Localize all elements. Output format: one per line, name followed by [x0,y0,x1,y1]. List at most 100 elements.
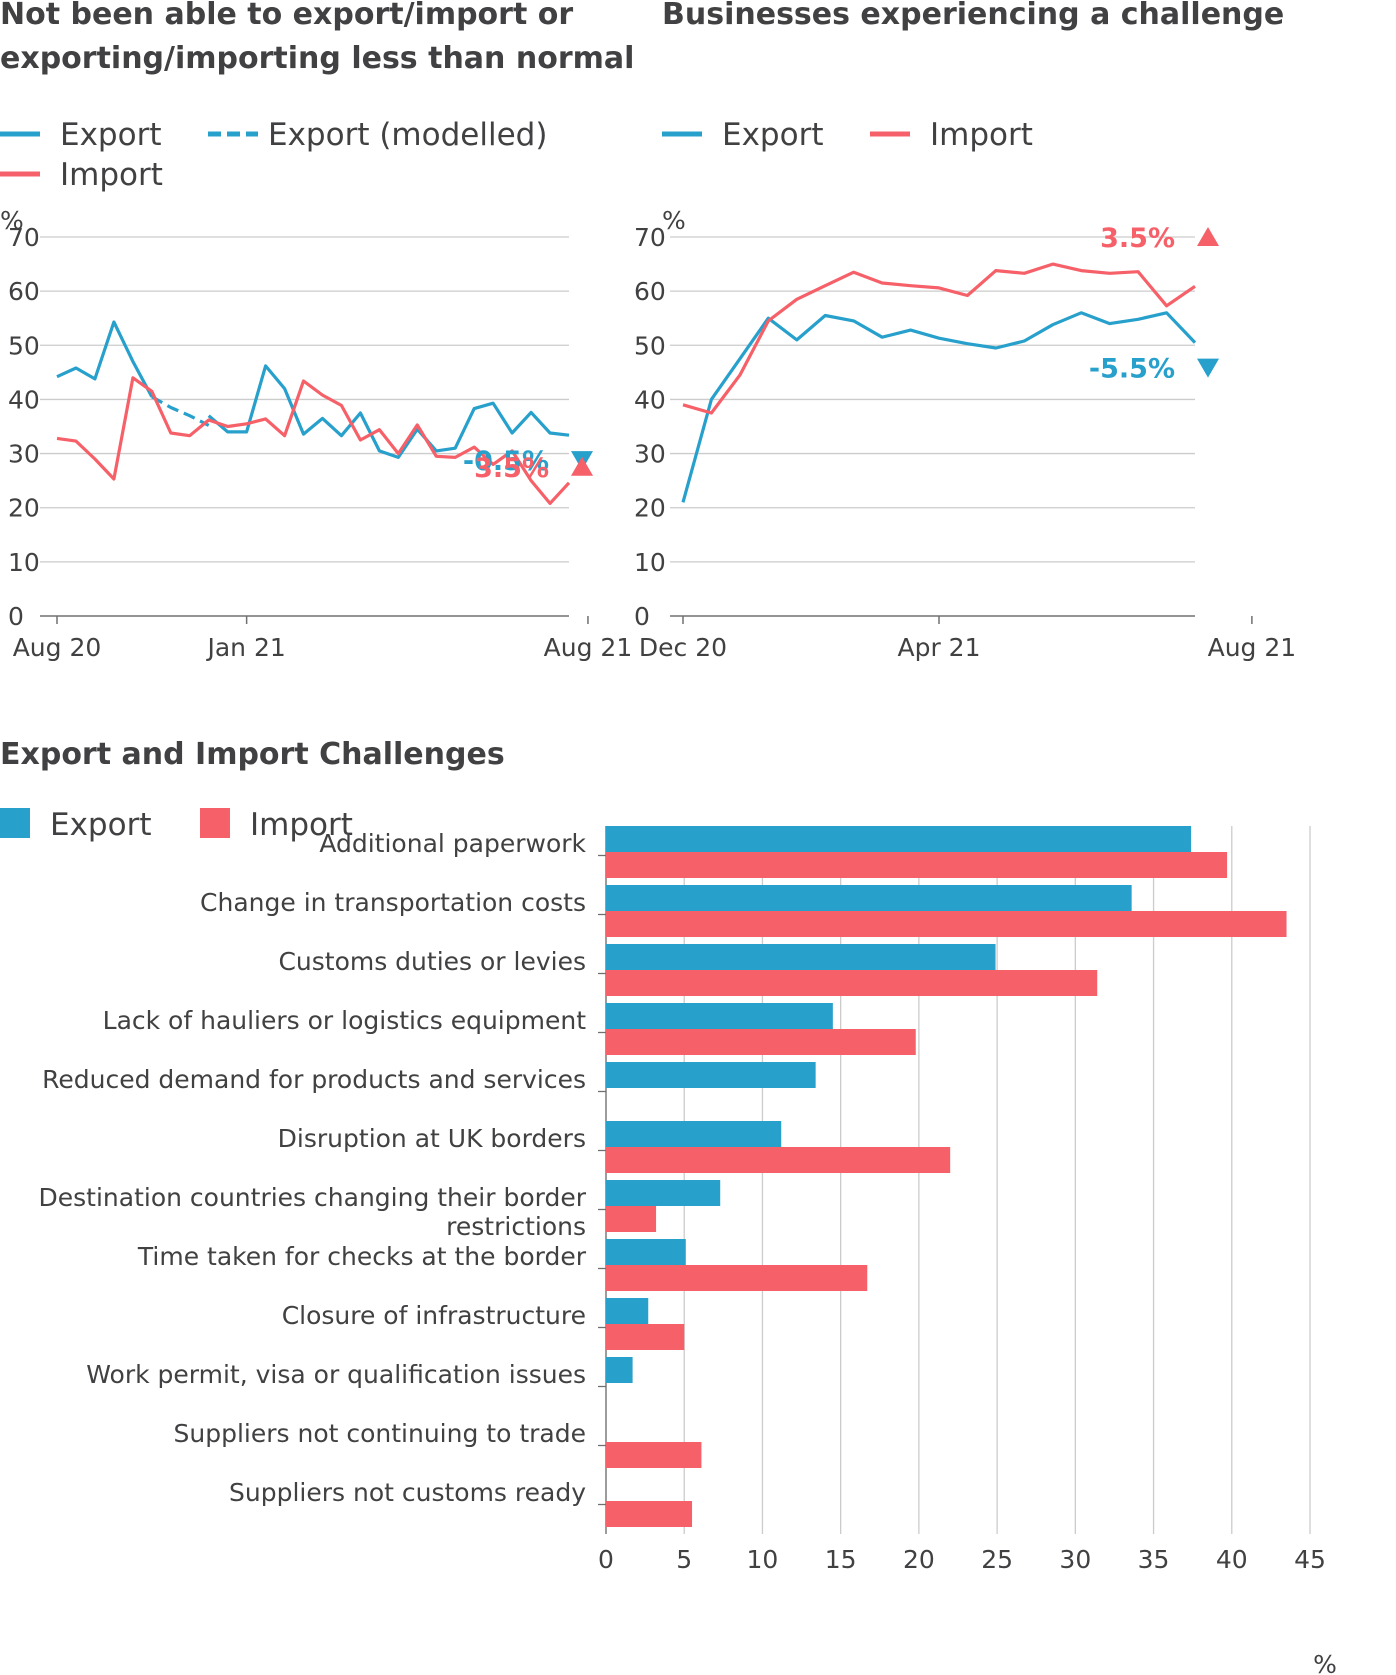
x-tick-label: Aug 20 [13,633,102,662]
legend-import-label: Import [250,807,353,843]
x-tick-label: Aug 21 [1208,633,1297,662]
category-label: Additional paperwork [319,829,586,858]
chart2-title: Businesses experiencing a challenge [662,0,1284,32]
triangle-down-icon [1197,358,1219,378]
series-line-export [56,320,570,459]
chart1-title-line2: exporting/importing less than normal [0,41,634,76]
x-tick-label: Apr 21 [897,633,980,662]
chart2-legend: Export Import [662,117,1033,153]
y-tick-label: 60 [8,277,40,306]
x-tick-label: 30 [1059,1545,1091,1574]
x-tick-label: 0 [598,1545,614,1574]
x-tick-label: 5 [676,1545,692,1574]
chart2-grid: 0 10 20 30 40 50 60 70 Dec 20 Apr 21 Aug 21 [634,223,1296,662]
change-label: 3.5% [1100,223,1175,254]
category-label: Destination countries changing their bor… [39,1183,587,1212]
triangle-up-icon [1197,227,1219,246]
chart3-x-unit: % [1313,1650,1337,1675]
bar-import [606,1029,916,1055]
legend-export-swatch [0,808,30,838]
chart3-legend: Export Import [0,807,353,843]
category-label: Change in transportation costs [200,888,586,917]
x-tick-label: 40 [1216,1545,1248,1574]
x-tick-label: 25 [981,1545,1013,1574]
legend-import-swatch [200,808,230,838]
chart1-grid: 0 10 20 30 40 50 60 70 Aug 20 Jan 21 Aug 21 [8,223,632,662]
x-tick-label: Aug 21 [544,633,633,662]
chart2-series [681,262,1197,503]
category-label: Work permit, visa or qualification issue… [86,1360,586,1389]
y-tick-label: 70 [634,223,666,252]
y-tick-label: 10 [8,548,40,577]
x-tick-label: 10 [747,1545,779,1574]
y-tick-label: 50 [8,331,40,360]
legend-export-label: Export [50,807,151,843]
bar-export [606,1180,721,1206]
y-tick-label: 0 [634,602,650,631]
y-tick-label: 40 [8,385,40,414]
bar-import [606,852,1228,878]
bar-import [606,1265,868,1291]
category-label: Time taken for checks at the border [137,1242,587,1271]
chart-experiencing-challenge: Businesses experiencing a challenge Expo… [634,0,1296,662]
x-tick-label: 45 [1294,1545,1326,1574]
category-label: Disruption at UK borders [278,1124,586,1153]
category-label: Suppliers not continuing to trade [174,1419,587,1448]
x-tick-label: 20 [903,1545,935,1574]
y-tick-label: 30 [8,440,40,469]
change-label: -0.5% [463,446,549,477]
bar-export [606,1121,782,1147]
bar-export [606,826,1192,852]
chart2-annotations: 3.5% -5.5% [1089,223,1219,385]
chart1-annotations: -0.5%3.5% [463,446,593,484]
category-label: Closure of infrastructure [282,1301,586,1330]
series-line-import [682,262,1196,415]
category-label: Lack of hauliers or logistics equipment [103,1006,587,1035]
change-label: -5.5% [1089,354,1175,385]
bar-export [606,1062,816,1088]
bar-import [606,1324,685,1350]
chart1-title-line1: Not been able to export/import or [0,0,573,32]
bar-import [606,1147,951,1173]
legend-export-label: Export [60,117,161,153]
series-line-export-modelled [151,395,210,427]
legend-import-label: Import [930,117,1033,153]
chart3-categories: Additional paperwork Change in transporta… [39,829,587,1507]
bar-export [606,1003,833,1029]
x-tick-label: Dec 20 [639,633,727,662]
bar-import [606,1501,693,1527]
triangle-up-icon [571,456,593,476]
bar-import [606,911,1287,937]
x-tick-label: Jan 21 [205,633,285,662]
series-line-import [56,376,571,505]
bar-export [606,1298,649,1324]
y-tick-label: 50 [634,331,666,360]
y-tick-label: 40 [634,385,666,414]
legend-export-modelled-label: Export (modelled) [268,117,547,153]
y-tick-label: 60 [634,277,666,306]
category-label: Customs duties or levies [278,947,586,976]
y-tick-label: 30 [634,440,666,469]
bar-export [606,1239,686,1265]
chart-not-able-to-trade: Not been able to export/import or export… [0,0,634,662]
y-tick-label: 70 [8,223,40,252]
series-line-export [681,311,1197,503]
category-label: Suppliers not customs ready [229,1478,586,1507]
y-tick-label: 0 [8,602,24,631]
chart-export-import-challenges: Export and Import Challenges Export Impo… [0,737,1337,1675]
legend-export-label: Export [722,117,823,153]
bar-import [606,1206,657,1232]
bar-export [606,1357,633,1383]
x-tick-label: 35 [1138,1545,1170,1574]
category-label: Reduced demand for products and services [42,1065,586,1094]
chart3-title: Export and Import Challenges [0,737,505,772]
bar-import [606,1442,702,1468]
category-label: restrictions [446,1212,586,1241]
change-label: 3.5% [474,453,549,484]
legend-import-label: Import [60,157,163,193]
chart1-legend: Export Export (modelled) Import [0,117,547,193]
bar-import [606,970,1098,996]
x-tick-label: 15 [825,1545,857,1574]
chart1-series [56,320,571,505]
